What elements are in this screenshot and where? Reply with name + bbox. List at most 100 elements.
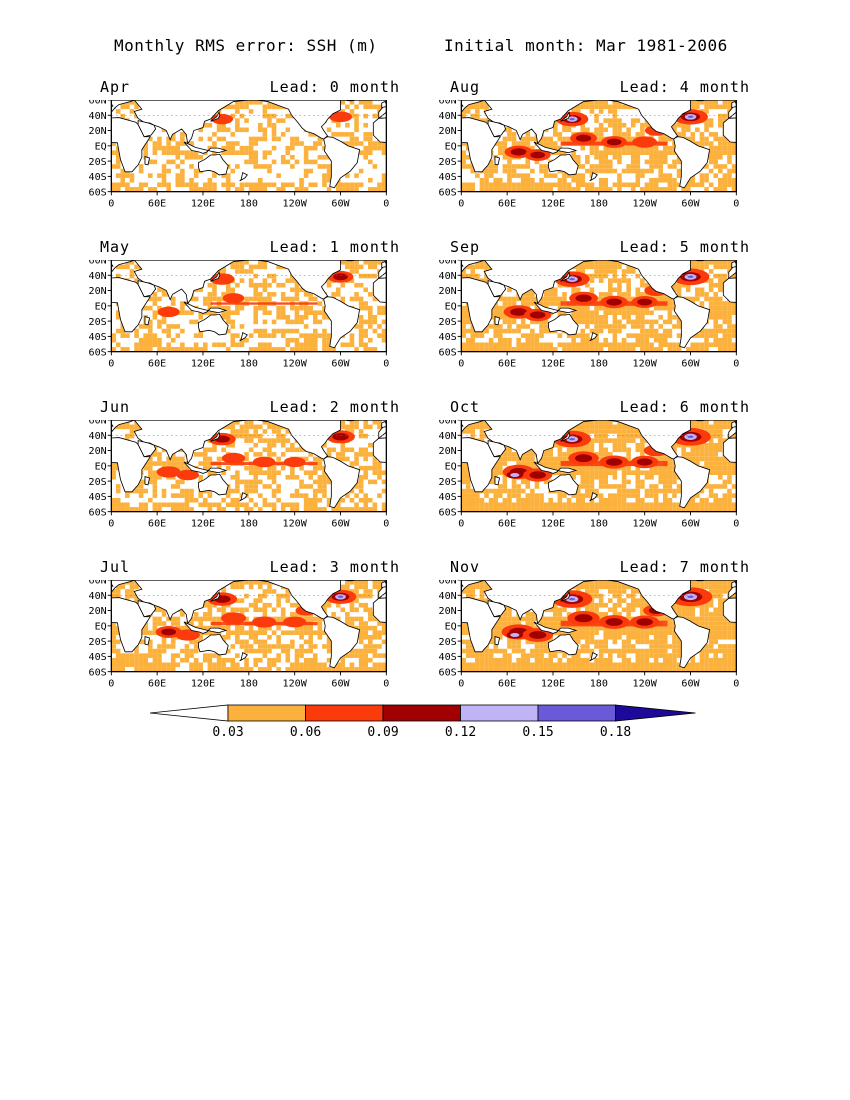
lon-tick-label: 60E (498, 198, 516, 209)
panel-lead-label: Lead: 5 month (619, 238, 750, 256)
panel-lead-label: Lead: 3 month (269, 558, 400, 576)
lat-tick-label: 20N (89, 286, 107, 297)
map-panel: Nov Lead: 7 month 60N 40N 20N EQ 20S 40S 60S 0 60E… (439, 558, 790, 689)
panel-lead-label: Lead: 6 month (619, 398, 750, 416)
lat-tick-label: 60N (89, 580, 107, 587)
lon-tick-label: 120E (541, 518, 565, 529)
lat-tick-label: 40S (439, 492, 457, 503)
lat-tick-label: 60N (89, 260, 107, 267)
lon-tick-label: 60W (331, 678, 350, 689)
panel-month-label: Aug (450, 78, 481, 96)
lat-tick-label: EQ (445, 142, 457, 153)
lon-tick-label: 60W (331, 358, 350, 369)
lat-tick-label: 60N (89, 420, 107, 427)
lat-tick-label: 40S (89, 332, 107, 343)
lon-tick-label: 120W (633, 358, 658, 369)
lat-tick-label: 60N (439, 100, 457, 107)
panel-lead-label: Lead: 7 month (619, 558, 750, 576)
lat-tick-label: 20S (439, 317, 457, 328)
colorbar-segment (382, 704, 461, 722)
lon-tick-label: 60E (148, 518, 166, 529)
lon-tick-label: 60E (148, 198, 166, 209)
lat-tick-label: EQ (95, 462, 107, 473)
lat-tick-label: 20N (439, 286, 457, 297)
lon-tick-label: 60W (331, 198, 350, 209)
lat-tick-label: 20N (439, 446, 457, 457)
lat-tick-label: 20S (89, 477, 107, 488)
lon-tick-label: 180 (240, 678, 258, 689)
lon-tick-label: 180 (240, 358, 258, 369)
lat-tick-label: 60S (89, 667, 107, 678)
panel-month-label: Sep (450, 238, 481, 256)
map-panel: Jun Lead: 2 month 60N 40N 20N EQ 20S 40S 60S 0 60E… (89, 398, 440, 529)
colorbar-segment (150, 704, 229, 722)
map-panel: May Lead: 1 month 60N 40N 20N EQ 20S 40S 60S 0 60E… (89, 238, 440, 369)
colorbar-segment (615, 704, 696, 722)
lat-tick-label: 60S (439, 667, 457, 678)
lat-tick-label: 20N (89, 606, 107, 617)
lon-tick-label: 120W (283, 198, 308, 209)
lon-tick-label: 0 (733, 678, 739, 689)
lon-tick-label: 120E (541, 198, 565, 209)
lat-tick-label: 20S (439, 477, 457, 488)
lon-tick-label: 60E (498, 518, 516, 529)
lat-tick-label: 40S (89, 492, 107, 503)
lon-tick-label: 0 (458, 518, 464, 529)
colorbar-tick-label: 0.12 (445, 725, 476, 740)
colorbar-tick-label: 0.15 (522, 725, 553, 740)
lon-tick-label: 60W (681, 678, 700, 689)
header-right-title: Initial month: Mar 1981-2006 (444, 36, 728, 55)
lat-tick-label: 40S (89, 172, 107, 183)
lon-tick-label: 0 (458, 678, 464, 689)
lat-tick-label: 20S (439, 637, 457, 648)
lat-tick-label: 60N (439, 580, 457, 587)
panel-lead-label: Lead: 4 month (619, 78, 750, 96)
panel-month-label: May (100, 238, 131, 256)
lat-tick-label: 40N (439, 431, 457, 442)
lon-tick-label: 60E (148, 358, 166, 369)
lat-tick-label: 20N (89, 446, 107, 457)
lon-tick-label: 120W (633, 518, 658, 529)
lat-tick-label: EQ (445, 302, 457, 313)
lat-tick-label: 60S (89, 187, 107, 198)
lat-tick-label: 40N (439, 111, 457, 122)
lon-tick-label: 0 (383, 198, 389, 209)
lat-tick-label: 40N (439, 591, 457, 602)
lat-tick-label: 20N (89, 126, 107, 137)
panel-lead-label: Lead: 1 month (269, 238, 400, 256)
lon-tick-label: 120E (191, 678, 215, 689)
header-left-title: Monthly RMS error: SSH (m) (114, 36, 378, 55)
lon-tick-label: 60W (681, 518, 700, 529)
lat-tick-label: 60N (439, 420, 457, 427)
lon-tick-label: 120E (191, 518, 215, 529)
colorbar-tick-label: 0.06 (290, 725, 321, 740)
lon-tick-label: 120E (541, 678, 565, 689)
lat-tick-label: EQ (95, 142, 107, 153)
lon-tick-label: 0 (733, 518, 739, 529)
lat-tick-label: 40N (439, 271, 457, 282)
colorbar: 0.03 0.06 0.09 0.12 0.15 0.18 (150, 704, 696, 740)
lon-tick-label: 0 (383, 678, 389, 689)
lat-tick-label: 60S (89, 507, 107, 518)
lat-tick-label: 20N (439, 126, 457, 137)
lon-tick-label: 60W (681, 198, 700, 209)
colorbar-segment (460, 704, 539, 722)
colorbar-segment (537, 704, 616, 722)
lon-tick-label: 180 (590, 518, 608, 529)
lat-tick-label: 20N (439, 606, 457, 617)
colorbar-segment (227, 704, 306, 722)
panel-month-label: Jul (100, 558, 131, 576)
lat-tick-label: 20S (89, 317, 107, 328)
lat-tick-label: 20S (89, 157, 107, 168)
map-panel: Aug Lead: 4 month 60N 40N 20N EQ 20S 40S 60S 0 60E… (439, 78, 790, 209)
lon-tick-label: 120E (191, 358, 215, 369)
map-panel: Oct Lead: 6 month 60N 40N 20N EQ 20S 40S 60S 0 60E… (439, 398, 790, 529)
lon-tick-label: 0 (383, 358, 389, 369)
colorbar-segment (305, 704, 384, 722)
lat-tick-label: 60N (89, 100, 107, 107)
